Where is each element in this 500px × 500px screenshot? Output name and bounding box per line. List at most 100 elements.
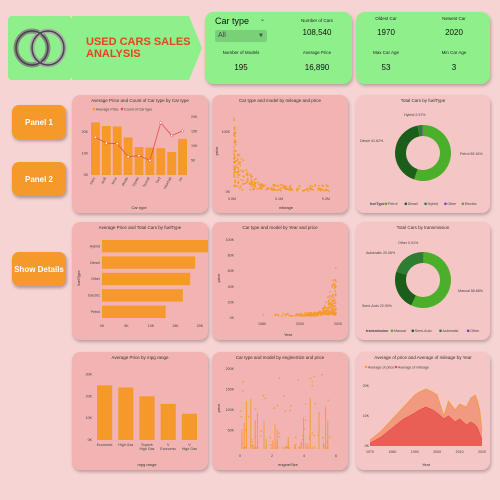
- scatter-point: [327, 302, 330, 305]
- scatter-point: [288, 447, 291, 449]
- car-type-select[interactable]: All ▼: [215, 30, 267, 42]
- legend-marker: [444, 202, 447, 206]
- y-tick-label: 20K: [86, 394, 93, 398]
- slice-label: Other 0.01%: [398, 241, 419, 245]
- scatter-point: [233, 119, 236, 122]
- data-point: [104, 141, 108, 145]
- bar: [101, 126, 111, 175]
- y-tick-label: 200K: [226, 367, 235, 371]
- scatter-point: [251, 440, 254, 443]
- scatter-point: [312, 188, 315, 191]
- scatter-point: [323, 304, 326, 307]
- scatter-point: [289, 186, 291, 188]
- kpi-number-of-cars-label: Number of Cars: [301, 18, 333, 23]
- scatter-point: [309, 313, 312, 316]
- scatter-point: [279, 189, 282, 192]
- x-tick-label: 5K: [124, 324, 129, 328]
- scatter-point: [233, 131, 236, 134]
- scatter-point: [281, 184, 284, 187]
- scatter-point: [233, 134, 235, 137]
- scatter-point: [290, 187, 293, 190]
- bar: [139, 396, 155, 440]
- scatter-point: [304, 402, 307, 405]
- scatter-point: [324, 410, 327, 412]
- legend-label: Average Price: [96, 107, 119, 111]
- scatter-point: [284, 188, 287, 190]
- chart-title: Car type and model by mileage and price: [238, 98, 322, 103]
- scatter-point: [327, 399, 330, 401]
- scatter-point: [333, 287, 336, 290]
- scatter-point: [239, 161, 242, 164]
- bar: [102, 240, 208, 253]
- bar: [134, 147, 144, 175]
- chart-enginesize-price: Car type and model by engineSize and pri…: [212, 352, 348, 470]
- scatter-point: [323, 444, 325, 447]
- scatter-point: [308, 314, 310, 317]
- y-tick-label: 0K: [365, 444, 370, 448]
- legend-marker: [424, 202, 427, 206]
- x-axis-title: mileage: [279, 205, 294, 210]
- scatter-point: [328, 310, 331, 313]
- scatter-point: [314, 402, 317, 405]
- x-tick-label: merc: [89, 176, 97, 185]
- scatter-point: [331, 303, 334, 305]
- scatter-point: [319, 311, 322, 314]
- scatter-point: [331, 295, 334, 298]
- scatter-point: [255, 447, 257, 449]
- kpi-newest-car-label: Newest Car: [442, 16, 466, 21]
- scatter-point: [276, 404, 279, 407]
- x-tick-label: 2020: [334, 322, 342, 326]
- scatter-point: [319, 313, 322, 315]
- scatter-point: [278, 377, 281, 379]
- y-tick-label: Other: [91, 277, 101, 281]
- x-tick-label: 4: [303, 454, 305, 458]
- scatter-point: [233, 126, 236, 129]
- scatter-point: [294, 447, 297, 449]
- scatter-point: [239, 164, 242, 167]
- scatter-point: [304, 311, 307, 314]
- scatter-point: [233, 172, 235, 174]
- scatter-point: [326, 189, 328, 191]
- scatter-point: [237, 153, 240, 156]
- car-type-dropdown-arrow[interactable]: ⌄: [260, 16, 265, 23]
- scatter-point: [266, 186, 269, 189]
- scatter-point: [233, 173, 235, 176]
- scatter-point: [282, 312, 285, 315]
- scatter-point: [246, 172, 248, 175]
- show-details-button[interactable]: Show Details: [12, 252, 66, 286]
- scatter-point: [290, 314, 293, 317]
- y-tick-label: Diesel: [90, 261, 100, 265]
- scatter-point: [253, 178, 256, 181]
- scatter-point: [265, 188, 268, 191]
- scatter-point: [258, 187, 261, 190]
- slice-label: Diesel 41.62%: [360, 139, 384, 143]
- scatter-point: [242, 179, 245, 182]
- x-tick-label: bmw: [111, 176, 118, 185]
- scatter-point: [334, 293, 337, 296]
- scatter-point: [260, 184, 263, 187]
- data-point: [181, 129, 185, 133]
- scatter-point: [329, 297, 332, 300]
- legend-marker: [384, 202, 388, 206]
- y2-tick-label: 10K: [191, 144, 198, 148]
- legend-title: transmission: [366, 329, 388, 333]
- x-tick-label: 0.0M: [228, 197, 236, 201]
- kpi-average-price-label: Average Price: [302, 50, 332, 55]
- scatter-point: [327, 189, 330, 192]
- scatter-point: [325, 308, 328, 310]
- x-tick-label: 1980: [388, 450, 396, 454]
- y-tick-label: 30K: [86, 372, 93, 376]
- scatter-point: [275, 184, 278, 187]
- scatter-point: [313, 434, 315, 437]
- kpi-max-car-age-value: 53: [381, 63, 391, 72]
- scatter-point: [276, 446, 279, 448]
- scatter-point: [242, 159, 245, 162]
- scatter-point: [251, 175, 253, 178]
- scatter-point: [291, 189, 294, 192]
- scatter-point: [322, 189, 325, 192]
- panel1-button[interactable]: Panel 1: [12, 105, 66, 139]
- scatter-point: [240, 410, 242, 413]
- scatter-point: [328, 299, 330, 302]
- panel2-button[interactable]: Panel 2: [12, 162, 66, 196]
- y-tick-label: 10K: [86, 416, 93, 420]
